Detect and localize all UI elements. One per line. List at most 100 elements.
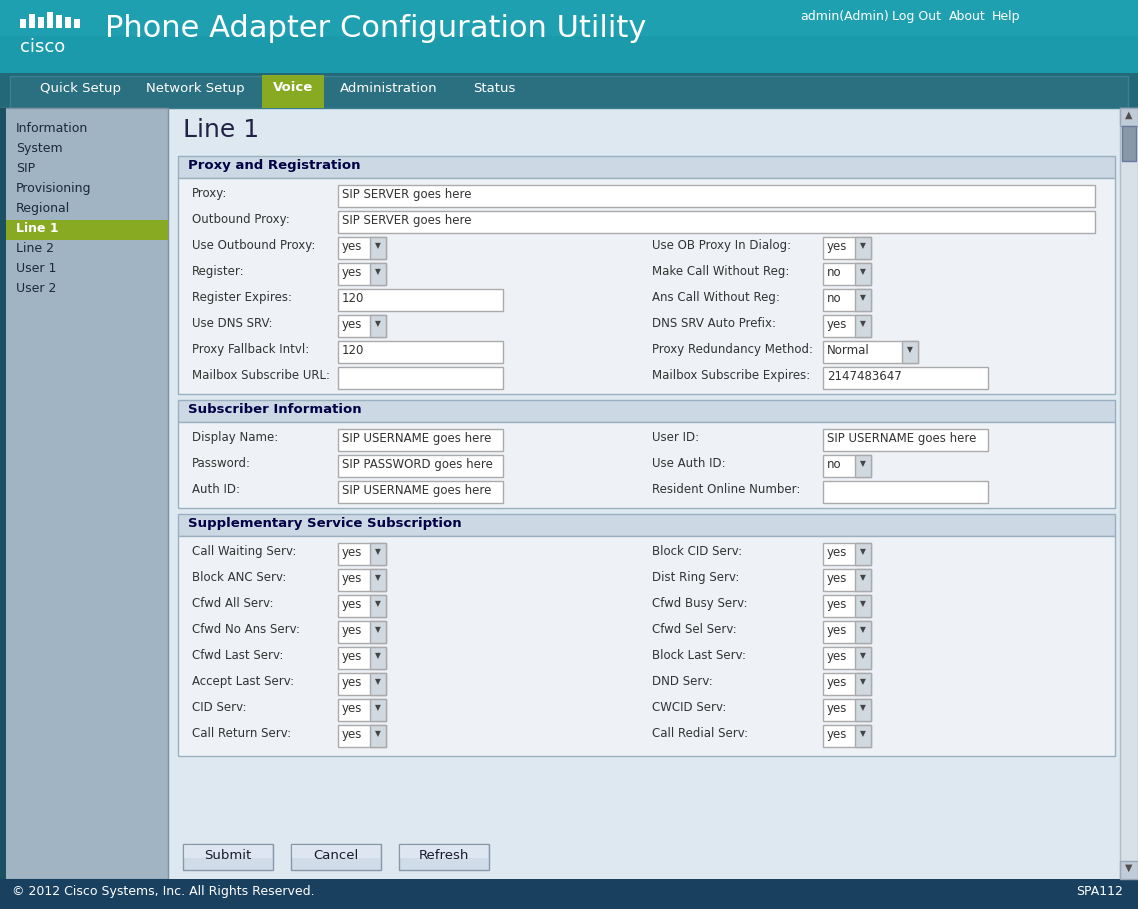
Text: yes: yes	[827, 572, 848, 585]
Bar	[0, 73, 1138, 108]
Bar	[183, 844, 273, 870]
Bar	[338, 263, 386, 285]
Text: Accept Last Serv:: Accept Last Serv:	[192, 675, 294, 688]
Text: User 1: User 1	[16, 262, 57, 275]
Text: DNS SRV Auto Prefix:: DNS SRV Auto Prefix:	[652, 317, 776, 330]
Bar	[178, 422, 1115, 508]
Bar	[1120, 108, 1138, 126]
Text: Display Name:: Display Name:	[192, 431, 279, 444]
Text: Cancel: Cancel	[313, 849, 358, 862]
Text: SIP USERNAME goes here: SIP USERNAME goes here	[343, 484, 492, 497]
Text: Line 1: Line 1	[16, 222, 59, 235]
Bar	[178, 536, 1115, 756]
Bar	[370, 595, 386, 617]
Text: Use OB Proxy In Dialog:: Use OB Proxy In Dialog:	[652, 239, 791, 252]
Bar	[370, 569, 386, 591]
Text: SIP SERVER goes here: SIP SERVER goes here	[343, 188, 471, 201]
Text: Supplementary Service Subscription: Supplementary Service Subscription	[188, 517, 462, 530]
Bar	[6, 220, 168, 240]
Text: ▼: ▼	[860, 267, 866, 276]
Text: ▼: ▼	[376, 729, 381, 738]
Bar	[338, 367, 503, 389]
Bar	[370, 725, 386, 747]
Text: Outbound Proxy:: Outbound Proxy:	[192, 213, 290, 226]
Bar	[0, 0, 1138, 36]
Bar	[399, 844, 489, 870]
Bar	[338, 621, 386, 643]
Text: ▼: ▼	[376, 677, 381, 686]
Text: ▼: ▼	[860, 459, 866, 468]
Bar	[28, 14, 35, 28]
Text: Refresh: Refresh	[419, 849, 469, 862]
Text: Use DNS SRV:: Use DNS SRV:	[192, 317, 272, 330]
Bar	[823, 429, 988, 451]
Bar	[855, 647, 871, 669]
Bar	[370, 647, 386, 669]
Bar	[338, 211, 1095, 233]
Text: admin(Admin): admin(Admin)	[800, 10, 889, 23]
Bar	[338, 569, 386, 591]
Text: yes: yes	[827, 702, 848, 715]
Text: Cfwd All Serv:: Cfwd All Serv:	[192, 597, 273, 610]
Text: CID Serv:: CID Serv:	[192, 701, 247, 714]
Text: yes: yes	[827, 650, 848, 663]
Text: CWCID Serv:: CWCID Serv:	[652, 701, 726, 714]
Text: SIP USERNAME goes here: SIP USERNAME goes here	[343, 432, 492, 445]
Text: ▼: ▼	[376, 573, 381, 582]
Text: Proxy and Registration: Proxy and Registration	[188, 159, 361, 172]
Bar	[823, 647, 871, 669]
Text: yes: yes	[343, 318, 362, 331]
Text: Ans Call Without Reg:: Ans Call Without Reg:	[652, 291, 780, 304]
Bar	[370, 673, 386, 695]
Text: 120: 120	[343, 292, 364, 305]
Bar	[1122, 126, 1136, 161]
Text: 2147483647: 2147483647	[827, 370, 901, 383]
Bar	[338, 455, 503, 477]
Bar	[855, 595, 871, 617]
Text: no: no	[827, 292, 842, 305]
Bar	[178, 514, 1115, 536]
Text: Block CID Serv:: Block CID Serv:	[652, 545, 742, 558]
Text: Mailbox Subscribe URL:: Mailbox Subscribe URL:	[192, 369, 330, 382]
Bar	[178, 178, 1115, 394]
Text: User 2: User 2	[16, 282, 57, 295]
Text: ▼: ▼	[860, 703, 866, 712]
Text: yes: yes	[827, 676, 848, 689]
Bar	[20, 19, 26, 28]
Text: 120: 120	[343, 344, 364, 357]
Text: SPA112: SPA112	[1077, 885, 1123, 898]
Text: ▼: ▼	[860, 729, 866, 738]
Text: ▼: ▼	[860, 293, 866, 302]
Text: ▼: ▼	[376, 319, 381, 328]
Bar	[338, 647, 386, 669]
Text: SIP USERNAME goes here: SIP USERNAME goes here	[827, 432, 976, 445]
Text: Make Call Without Reg:: Make Call Without Reg:	[652, 265, 790, 278]
Text: ▼: ▼	[1125, 863, 1132, 873]
Bar	[823, 725, 871, 747]
Bar	[823, 289, 871, 311]
Text: ▼: ▼	[376, 267, 381, 276]
Text: yes: yes	[343, 702, 362, 715]
Text: no: no	[827, 458, 842, 471]
Text: Status: Status	[472, 82, 516, 95]
Text: Block Last Serv:: Block Last Serv:	[652, 649, 747, 662]
Text: yes: yes	[343, 728, 362, 741]
Text: ▼: ▼	[376, 703, 381, 712]
Bar	[855, 569, 871, 591]
Text: Use Auth ID:: Use Auth ID:	[652, 457, 726, 470]
Bar	[855, 725, 871, 747]
Bar	[338, 429, 503, 451]
Bar	[370, 315, 386, 337]
Bar	[823, 543, 871, 565]
Text: yes: yes	[343, 572, 362, 585]
Bar	[10, 76, 1128, 108]
Text: ▼: ▼	[376, 599, 381, 608]
Bar	[262, 75, 324, 108]
Bar	[38, 17, 44, 28]
Bar	[0, 0, 1138, 73]
Bar	[65, 17, 71, 28]
Text: Phone Adapter Configuration Utility: Phone Adapter Configuration Utility	[105, 14, 646, 43]
Bar	[0, 108, 6, 879]
Text: Block ANC Serv:: Block ANC Serv:	[192, 571, 287, 584]
Text: Proxy:: Proxy:	[192, 187, 228, 200]
